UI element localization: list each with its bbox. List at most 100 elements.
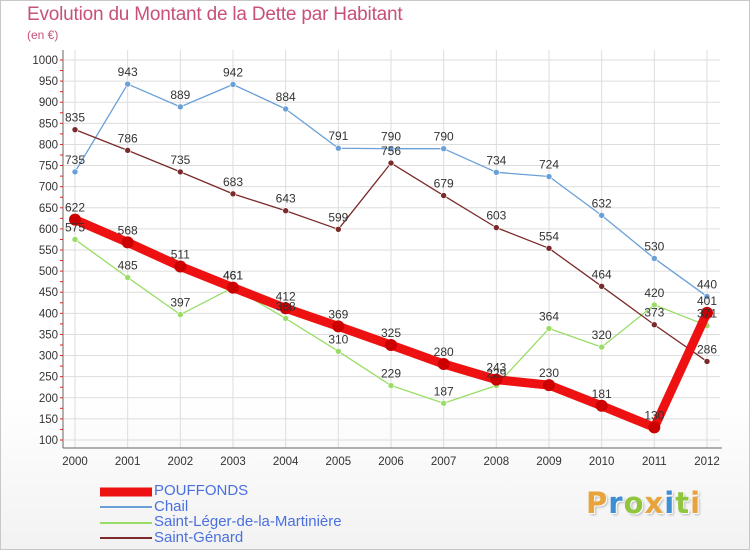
- y-tick-label: 400: [39, 308, 58, 320]
- data-label: 942: [223, 65, 243, 79]
- legend-label: Saint-Génard: [154, 528, 244, 546]
- data-label: 130: [644, 408, 664, 422]
- data-label: 286: [697, 342, 717, 356]
- logo-letter: t: [675, 486, 691, 520]
- y-tick-label: 150: [39, 414, 58, 426]
- page-title: Evolution du Montant de la Dette par Hab…: [27, 4, 403, 25]
- data-point: [598, 212, 605, 219]
- y-tick-label: 600: [39, 224, 58, 236]
- data-point: [177, 103, 184, 111]
- data-label: 420: [644, 286, 664, 300]
- x-tick-label: 2012: [694, 456, 720, 468]
- data-point: [440, 192, 447, 199]
- data-point: [651, 255, 658, 262]
- y-tick-label: 550: [39, 245, 58, 257]
- data-label: 724: [539, 158, 559, 172]
- y-tick-label: 300: [39, 351, 58, 363]
- chart-subtitle: (en €): [27, 28, 59, 42]
- legend-label: Chail: [154, 497, 189, 515]
- data-label: 280: [434, 345, 454, 359]
- data-point: [385, 339, 397, 351]
- data-label: 632: [592, 196, 612, 210]
- data-point: [121, 236, 134, 249]
- logo-letter: o: [623, 486, 645, 520]
- data-label: 388: [276, 299, 296, 313]
- x-tick-label: 2000: [62, 456, 88, 468]
- data-point: [124, 147, 131, 154]
- x-tick-label: 2009: [536, 456, 562, 468]
- legend-swatch: [100, 506, 152, 509]
- x-tick-label: 2004: [273, 456, 299, 468]
- data-point: [229, 81, 237, 88]
- data-label: 603: [486, 209, 506, 223]
- x-tick-label: 2006: [378, 456, 404, 468]
- data-point: [227, 281, 239, 294]
- data-point: [282, 207, 289, 215]
- data-point: [229, 190, 237, 198]
- data-label: 397: [170, 296, 190, 310]
- data-label: 786: [118, 131, 138, 145]
- data-point: [332, 320, 345, 333]
- data-point: [648, 421, 661, 434]
- data-point: [335, 144, 342, 152]
- data-point: [701, 306, 713, 319]
- legend-swatch: [100, 487, 152, 497]
- data-label: 554: [539, 229, 559, 243]
- y-tick-label: 750: [39, 161, 58, 173]
- y-tick-label: 850: [39, 118, 58, 130]
- data-label: 943: [118, 65, 138, 79]
- data-label: 230: [539, 366, 559, 380]
- data-label: 734: [486, 153, 506, 167]
- data-point: [651, 321, 658, 329]
- x-tick-label: 2008: [484, 456, 510, 468]
- logo-letter: i: [664, 486, 676, 520]
- data-point: [177, 168, 184, 176]
- data-point: [703, 293, 711, 300]
- data-point: [437, 358, 450, 370]
- data-point: [177, 311, 184, 318]
- data-label: 790: [381, 130, 401, 144]
- data-label: 371: [697, 307, 717, 321]
- data-point: [174, 260, 187, 273]
- data-label: 401: [697, 294, 717, 308]
- logo-letter: x: [644, 486, 665, 520]
- data-point: [493, 224, 500, 231]
- y-tick-label: 950: [39, 76, 58, 88]
- y-tick-label: 100: [39, 435, 58, 447]
- data-point: [282, 315, 289, 322]
- data-label: 440: [697, 277, 717, 291]
- logo-letter: i: [690, 486, 702, 520]
- y-tick-label: 650: [39, 203, 58, 215]
- data-label: 485: [118, 258, 138, 272]
- data-label: 575: [65, 220, 85, 234]
- data-point: [71, 168, 79, 176]
- data-label: 756: [381, 144, 401, 158]
- data-label: 243: [486, 361, 506, 375]
- data-point: [335, 226, 342, 233]
- data-point: [545, 173, 553, 180]
- y-tick-label: 200: [39, 393, 58, 405]
- data-label: 889: [170, 88, 190, 102]
- x-tick-label: 2001: [115, 456, 141, 468]
- data-label: 791: [328, 129, 348, 143]
- y-tick-label: 900: [39, 97, 58, 109]
- data-point: [440, 145, 447, 152]
- data-point: [387, 145, 395, 152]
- logo-letter: P: [586, 486, 609, 520]
- data-label: 461: [223, 269, 243, 283]
- data-label: 320: [592, 328, 612, 342]
- data-point: [598, 283, 605, 290]
- data-label: 884: [276, 90, 296, 104]
- data-label: 530: [644, 239, 664, 253]
- data-label: 683: [223, 175, 243, 189]
- data-label: 599: [328, 210, 348, 224]
- data-label: 364: [539, 310, 559, 324]
- x-tick-label: 2002: [168, 456, 194, 468]
- data-label: 187: [434, 384, 454, 398]
- proxiti-logo: Proxiti: [586, 486, 701, 520]
- x-tick-label: 2011: [642, 456, 667, 468]
- data-point: [703, 358, 711, 365]
- data-point: [387, 159, 395, 167]
- data-point: [651, 301, 658, 309]
